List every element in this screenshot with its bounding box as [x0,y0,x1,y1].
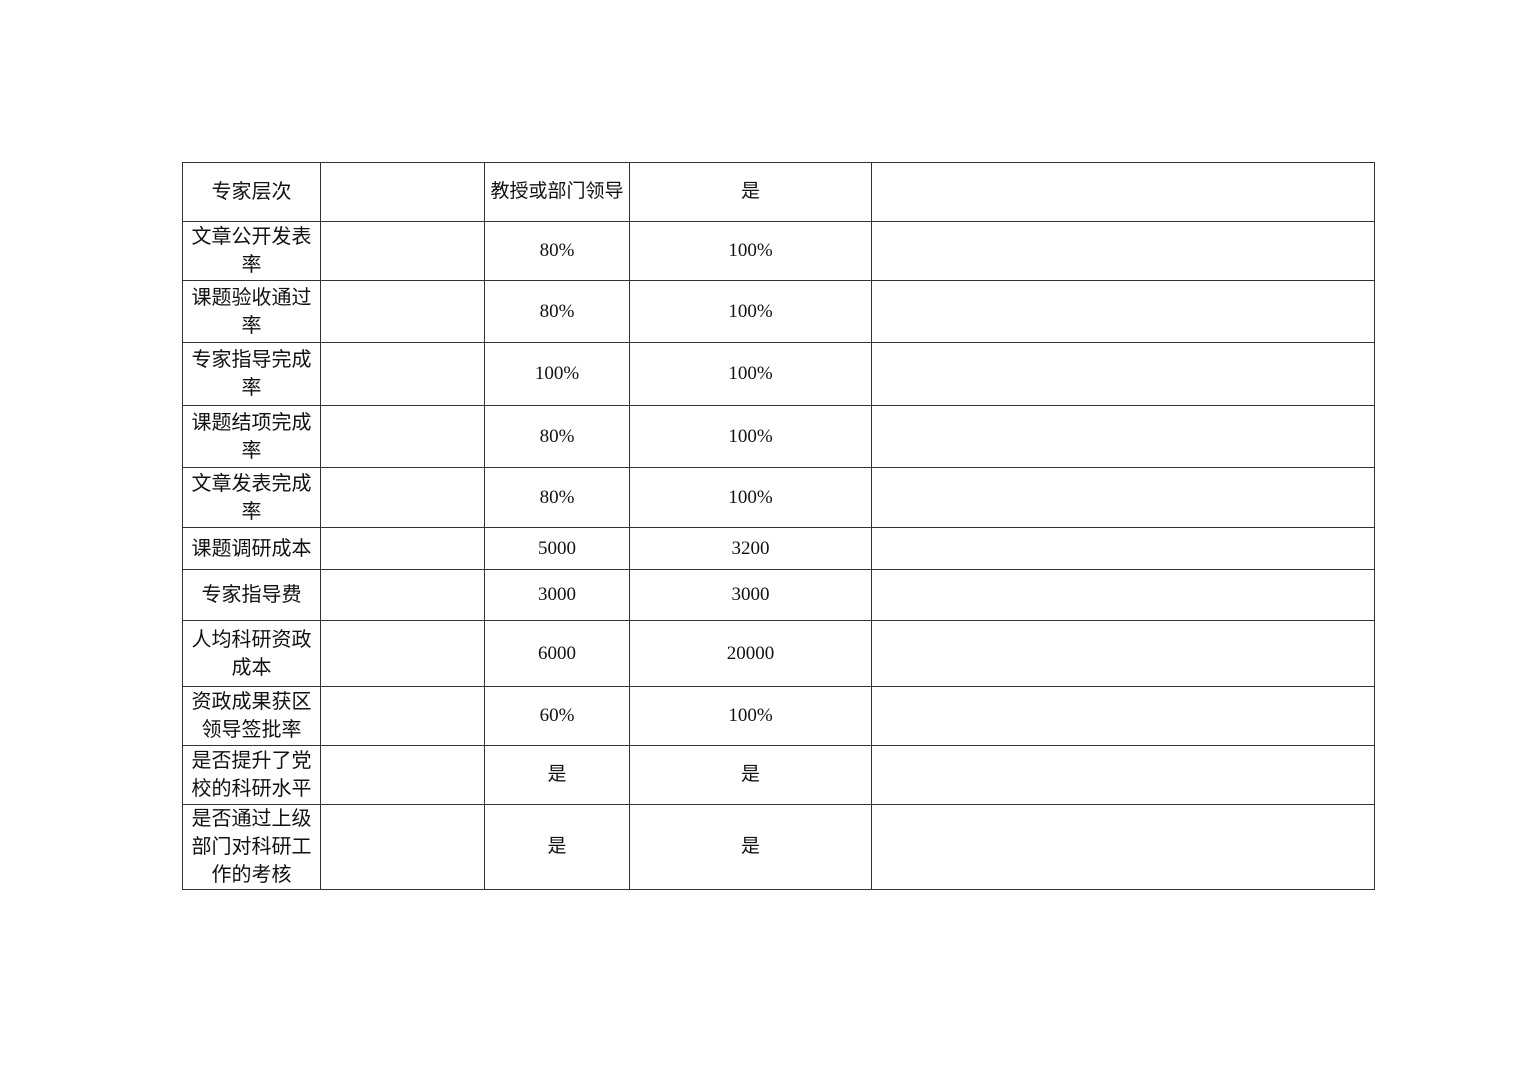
indicator-cell: 专家指导完成率 [182,342,321,406]
table-row: 课题验收通过率 80% 100% [182,280,1375,343]
note-cell [871,686,1375,746]
target-value-cell: 80% [484,280,630,343]
note-cell [871,569,1375,621]
table-row: 文章公开发表率 80% 100% [182,221,1375,281]
target-value-cell: 80% [484,405,630,468]
empty-cell [320,804,485,890]
indicator-cell: 是否通过上级部门对科研工作的考核 [182,804,321,890]
target-value-cell: 3000 [484,569,630,621]
performance-indicator-table: 专家层次 教授或部门领导是文章公开发表率 80% 100% 课题验收通过率 80% 100%… [182,162,1375,890]
actual-value-cell: 是 [629,745,872,805]
table-row: 是否提升了党校的科研水平 是是 [182,745,1375,805]
target-value-cell: 教授或部门领导 [484,162,630,222]
indicator-cell: 文章发表完成率 [182,467,321,528]
target-value-cell: 60% [484,686,630,746]
empty-cell [320,221,485,281]
note-cell [871,467,1375,528]
empty-cell [320,280,485,343]
note-cell [871,342,1375,406]
table-row: 课题调研成本 5000 3200 [182,527,1375,570]
note-cell [871,221,1375,281]
note-cell [871,405,1375,468]
actual-value-cell: 是 [629,804,872,890]
table-row: 专家指导费 3000 3000 [182,569,1375,621]
empty-cell [320,527,485,570]
target-value-cell: 100% [484,342,630,406]
empty-cell [320,467,485,528]
table-row: 课题结项完成率 80% 100% [182,405,1375,468]
indicator-cell: 人均科研资政成本 [182,620,321,687]
note-cell [871,162,1375,222]
table-row: 是否通过上级部门对科研工作的考核 是是 [182,804,1375,890]
empty-cell [320,620,485,687]
note-cell [871,620,1375,687]
indicator-cell: 专家指导费 [182,569,321,621]
actual-value-cell: 100% [629,467,872,528]
target-value-cell: 80% [484,467,630,528]
actual-value-cell: 100% [629,280,872,343]
target-value-cell: 80% [484,221,630,281]
target-value-cell: 6000 [484,620,630,687]
actual-value-cell: 20000 [629,620,872,687]
indicator-cell: 课题结项完成率 [182,405,321,468]
empty-cell [320,405,485,468]
table-row: 资政成果获区领导签批率 60% 100% [182,686,1375,746]
target-value-cell: 是 [484,804,630,890]
actual-value-cell: 3200 [629,527,872,570]
note-cell [871,527,1375,570]
actual-value-cell: 100% [629,221,872,281]
indicator-cell: 文章公开发表率 [182,221,321,281]
indicator-cell: 是否提升了党校的科研水平 [182,745,321,805]
indicator-cell: 课题验收通过率 [182,280,321,343]
actual-value-cell: 100% [629,342,872,406]
table-row: 文章发表完成率 80% 100% [182,467,1375,528]
indicator-cell: 课题调研成本 [182,527,321,570]
empty-cell [320,686,485,746]
table-row: 专家指导完成率 100% 100% [182,342,1375,406]
table-row: 人均科研资政成本 6000 20000 [182,620,1375,687]
actual-value-cell: 3000 [629,569,872,621]
empty-cell [320,745,485,805]
note-cell [871,745,1375,805]
note-cell [871,280,1375,343]
indicator-cell: 专家层次 [182,162,321,222]
target-value-cell: 是 [484,745,630,805]
actual-value-cell: 100% [629,686,872,746]
target-value-cell: 5000 [484,527,630,570]
table-row: 专家层次 教授或部门领导是 [182,162,1375,222]
actual-value-cell: 100% [629,405,872,468]
empty-cell [320,342,485,406]
indicator-cell: 资政成果获区领导签批率 [182,686,321,746]
empty-cell [320,162,485,222]
empty-cell [320,569,485,621]
note-cell [871,804,1375,890]
actual-value-cell: 是 [629,162,872,222]
